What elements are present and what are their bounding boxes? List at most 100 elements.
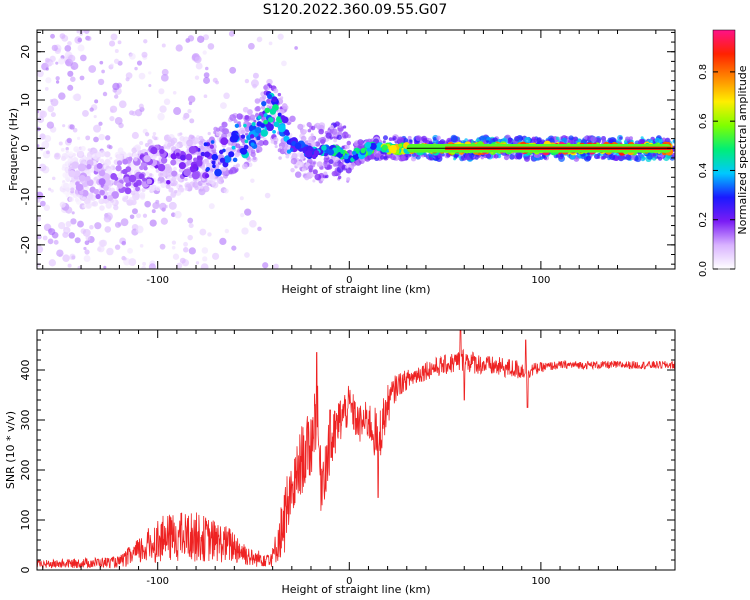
heatmap-speck <box>336 134 342 140</box>
heatmap-speck <box>159 172 163 176</box>
heatmap-speck <box>56 249 64 257</box>
heatmap-speck <box>83 30 90 34</box>
heatmap-speck <box>219 237 227 246</box>
heatmap-speck <box>539 156 543 161</box>
heatmap-speck <box>262 262 269 269</box>
heatmap-speck <box>98 239 106 247</box>
heatmap-speck <box>161 68 169 76</box>
heatmap-core <box>114 176 119 181</box>
heatmap-speck <box>79 54 87 62</box>
heatmap-core <box>180 154 187 161</box>
x-tick-label: 100 <box>531 576 550 587</box>
heatmap-speck <box>290 160 295 164</box>
heatmap-speck <box>208 203 215 210</box>
heatmap-speck <box>273 263 279 269</box>
heatmap-speck <box>179 257 186 264</box>
heatmap-speck <box>99 158 105 164</box>
heatmap-speck <box>67 263 72 268</box>
heatmap-speck <box>37 245 44 254</box>
heatmap-speck <box>67 70 74 77</box>
heatmap-speck <box>241 227 249 235</box>
heatmap-speck <box>165 183 171 190</box>
heatmap-speck <box>69 181 73 186</box>
heatmap-core <box>273 121 280 128</box>
heatmap-core <box>204 173 210 179</box>
heatmap-speck <box>136 213 142 219</box>
heatmap-speck <box>88 65 97 73</box>
y-tick-label: 0 <box>19 567 32 574</box>
heatmap-speck <box>308 164 314 171</box>
heatmap-speck <box>87 192 94 199</box>
heatmap-speck <box>67 41 72 46</box>
heatmap-core <box>264 107 271 114</box>
heatmap-core <box>321 145 327 151</box>
heatmap-speck <box>59 201 66 208</box>
heatmap-speck <box>37 109 40 114</box>
heatmap-speck <box>53 152 61 160</box>
heatmap-speck <box>72 94 79 101</box>
heatmap-core <box>234 123 240 128</box>
heatmap-core <box>124 187 132 195</box>
heatmap-speck <box>106 247 114 256</box>
heatmap-speck <box>329 124 334 130</box>
y-tick-label: -10 <box>19 188 32 206</box>
heatmap-speck <box>58 222 66 230</box>
heatmap-speck <box>142 261 147 266</box>
heatmap-speck <box>101 69 105 74</box>
heatmap-speck <box>184 177 188 181</box>
heatmap-speck <box>139 194 146 200</box>
heatmap-speck <box>122 197 128 203</box>
heatmap-speck <box>176 262 183 269</box>
heatmap-core <box>70 187 75 192</box>
heatmap-speck <box>263 85 268 90</box>
colorbar-frame <box>712 29 736 270</box>
heatmap-speck <box>167 153 172 158</box>
heatmap-speck <box>62 182 70 190</box>
heatmap-speck <box>197 35 205 43</box>
heatmap-speck <box>652 152 657 157</box>
heatmap-speck <box>165 195 173 203</box>
y-tick-label: 100 <box>19 510 32 531</box>
heatmap-core <box>211 160 216 165</box>
heatmap-speck <box>110 63 114 68</box>
heatmap-core <box>218 149 224 155</box>
heatmap-speck <box>135 146 141 151</box>
heatmap-speck <box>274 144 278 149</box>
heatmap-speck <box>46 150 50 155</box>
heatmap-speck <box>625 154 632 161</box>
heatmap-speck <box>144 132 150 137</box>
heatmap-speck <box>188 174 193 179</box>
heatmap-core <box>188 145 197 154</box>
heatmap-speck <box>202 50 207 55</box>
heatmap-speck <box>96 247 102 252</box>
heatmap-core <box>369 142 377 150</box>
heatmap-speck <box>74 237 81 244</box>
heatmap-speck <box>436 135 441 141</box>
heatmap-speck <box>250 151 256 158</box>
heatmap-speck <box>55 61 59 65</box>
heatmap-speck <box>50 189 54 193</box>
heatmap-speck <box>84 169 90 175</box>
heatmap-speck <box>236 113 243 120</box>
heatmap-core <box>271 96 278 103</box>
colorbar-ticks: 0.0 0.2 0.4 0.6 0.8 <box>698 64 735 277</box>
heatmap-speck <box>345 165 349 169</box>
heatmap-speck <box>233 119 238 124</box>
heatmap-speck <box>583 135 588 140</box>
heatmap-core <box>231 133 239 142</box>
heatmap-speck <box>44 135 52 142</box>
heatmap-core <box>143 166 148 171</box>
heatmap-speck <box>432 136 437 141</box>
heatmap-speck <box>118 100 127 109</box>
heatmap-speck <box>39 110 47 118</box>
heatmap-core <box>222 161 229 168</box>
heatmap-speck <box>40 200 46 207</box>
heatmap-speck <box>596 155 601 159</box>
heatmap-speck <box>450 134 458 142</box>
heatmap-speck <box>77 150 84 157</box>
heatmap-core <box>209 144 214 149</box>
heatmap-speck <box>319 138 326 145</box>
heatmap-core <box>240 134 246 139</box>
heatmap-speck <box>229 114 237 122</box>
